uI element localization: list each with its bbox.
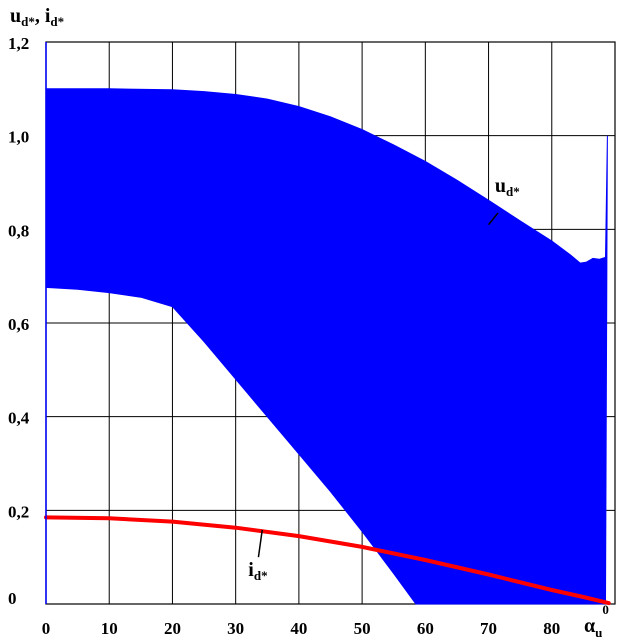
y-tick-label: 0,6: [8, 315, 29, 334]
y-tick-label: 0,2: [8, 502, 29, 521]
y-axis-label-u-sub: d*: [21, 14, 35, 29]
x-tick-label: 70: [480, 619, 497, 638]
annotations: ud*id*: [248, 175, 519, 583]
series-label-main: i: [248, 559, 254, 581]
y-axis-label: ud*, id*: [10, 5, 64, 29]
x-axis-label-alpha: α: [584, 615, 595, 637]
series-layer: [44, 42, 611, 606]
x-tick-label: 10: [101, 619, 118, 638]
y-axis-label-u: u: [10, 5, 21, 27]
series-label-1: id*: [248, 559, 267, 583]
annotation-leader-1: [257, 529, 263, 558]
y-tick-label: 1,2: [8, 34, 29, 53]
series-line-id: [44, 515, 611, 606]
series-label-0: ud*: [495, 175, 520, 199]
x-tick-label: 50: [354, 619, 371, 638]
series-band-ud: [45, 88, 608, 605]
y-tick-label: 1,0: [8, 128, 29, 147]
x-axis-label-sup: 0: [602, 602, 609, 617]
series-label-main: u: [495, 175, 506, 197]
x-tick-label: 80: [543, 619, 560, 638]
series-label-sub: d*: [506, 184, 520, 199]
series-label-sub: d*: [254, 568, 268, 583]
y-tick-label: 0: [8, 589, 17, 608]
x-axis-label-sub: u: [595, 625, 602, 640]
x-tick-label: 20: [164, 619, 181, 638]
y-axis-label-i: i: [45, 5, 51, 27]
y-tick-label: 0,4: [8, 409, 30, 428]
y-axis-label-sep: ,: [35, 5, 45, 27]
annotation-leader-0: [487, 212, 499, 226]
x-axis-label: αu0: [584, 602, 609, 640]
y-tick-label: 0,8: [8, 221, 29, 240]
tick-labels: 0 10 20 30 40 50 60 70 80 0 0,2 0,4 0,6 0,8 1,0 1,2: [8, 34, 560, 638]
x-tick-label: 0: [42, 619, 51, 638]
y-axis-label-i-sub: d*: [50, 14, 64, 29]
x-tick-label: 40: [290, 619, 307, 638]
x-tick-label: 30: [227, 619, 244, 638]
x-tick-label: 60: [417, 619, 434, 638]
